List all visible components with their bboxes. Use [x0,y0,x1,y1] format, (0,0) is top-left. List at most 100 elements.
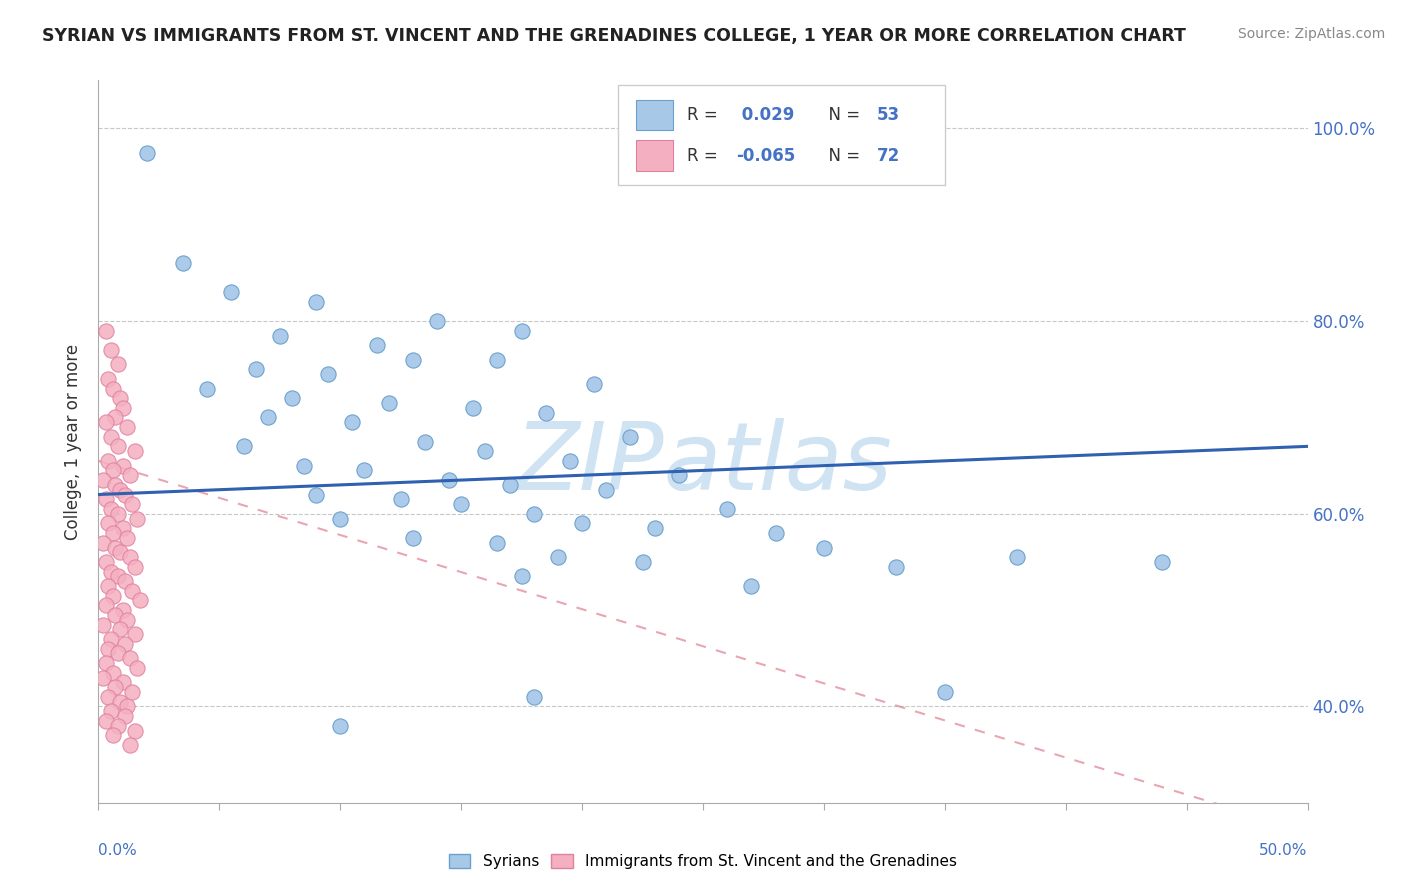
Point [377,396,399,410]
Point [101,728,124,742]
Point [108,623,131,637]
Text: 0.0%: 0.0% [98,843,138,857]
Point [118,651,141,665]
Point [121,497,143,511]
Text: 0.029: 0.029 [735,106,794,124]
Point [463,401,485,415]
Point [256,410,278,425]
Point [121,685,143,699]
Point [111,675,134,690]
Point [91,535,114,549]
Point [118,550,141,565]
Text: Source: ZipAtlas.com: Source: ZipAtlas.com [1237,27,1385,41]
Point [437,473,460,487]
Point [1007,550,1029,565]
Point [114,487,136,501]
Point [813,541,835,555]
Point [305,294,328,309]
Point [107,358,129,372]
Text: R =: R = [688,146,723,164]
Point [100,343,122,357]
Point [195,382,218,396]
Point [94,656,117,670]
Point [740,579,762,593]
Point [124,627,146,641]
Point [97,516,120,531]
Point [558,454,581,468]
Point [100,502,122,516]
Point [342,415,364,429]
FancyBboxPatch shape [637,140,672,170]
Point [107,507,129,521]
Point [1152,555,1174,569]
Point [644,521,666,535]
Point [474,444,496,458]
Point [108,695,131,709]
Point [117,699,139,714]
Point [101,665,124,680]
Point [281,391,304,405]
Point [510,324,533,338]
Point [114,637,136,651]
Point [547,550,569,565]
Point [426,314,449,328]
Point [94,492,117,507]
Point [135,145,157,160]
Point [107,569,129,583]
Point [118,468,141,483]
Point [305,487,328,501]
Point [107,719,129,733]
Point [111,603,134,617]
Point [104,607,127,622]
Text: R =: R = [688,106,723,124]
Point [108,391,131,405]
Point [510,569,533,583]
Point [316,367,339,381]
Point [91,473,114,487]
Point [128,593,150,607]
Point [486,535,509,549]
Point [124,444,146,458]
Text: ZIPatlas: ZIPatlas [515,417,891,508]
Text: 72: 72 [877,146,900,164]
Point [104,680,127,694]
Y-axis label: College, 1 year or more: College, 1 year or more [65,343,83,540]
Point [101,382,124,396]
Point [413,434,436,449]
Point [108,483,131,497]
Point [595,483,617,497]
Point [127,511,149,525]
Point [121,583,143,598]
Point [523,507,546,521]
Point [221,285,243,300]
Point [97,579,120,593]
Point [97,372,120,386]
Point [118,738,141,752]
Point [450,497,472,511]
Point [108,545,131,559]
Point [117,420,139,434]
Point [97,690,120,704]
Point [100,565,122,579]
Text: 50.0%: 50.0% [1260,843,1308,857]
Point [124,723,146,738]
Text: -0.065: -0.065 [735,146,794,164]
Text: SYRIAN VS IMMIGRANTS FROM ST. VINCENT AND THE GRENADINES COLLEGE, 1 YEAR OR MORE: SYRIAN VS IMMIGRANTS FROM ST. VINCENT AN… [42,27,1187,45]
Point [91,617,114,632]
Text: 53: 53 [877,106,900,124]
Legend: Syrians, Immigrants from St. Vincent and the Grenadines: Syrians, Immigrants from St. Vincent and… [443,848,963,875]
Point [402,531,425,545]
Point [101,526,124,541]
Point [101,463,124,477]
Point [117,613,139,627]
Point [91,671,114,685]
Point [583,376,606,391]
Point [100,632,122,646]
Point [117,531,139,545]
Point [329,511,352,525]
Point [366,338,388,352]
Point [107,647,129,661]
Point [498,478,520,492]
Point [94,324,117,338]
Point [245,362,267,376]
